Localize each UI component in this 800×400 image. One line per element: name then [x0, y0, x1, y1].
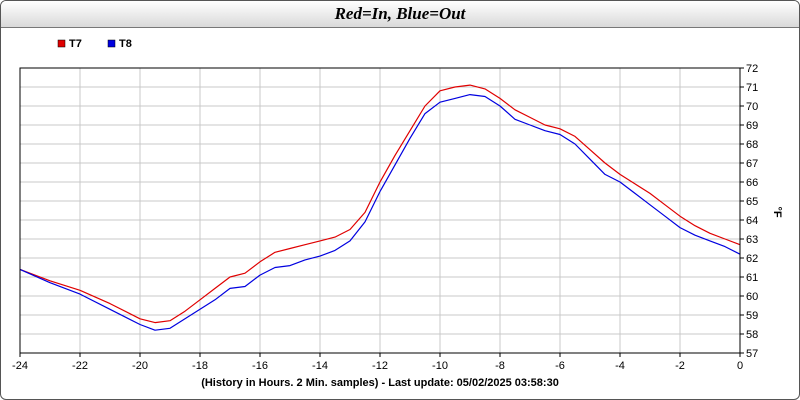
- x-tick-label: -12: [372, 360, 388, 372]
- y-tick-label: 64: [746, 215, 758, 227]
- x-tick-label: -18: [192, 360, 208, 372]
- x-tick-label: -22: [72, 360, 88, 372]
- x-tick-label: -10: [432, 360, 448, 372]
- x-axis: -24 -22 -20 -18 -16 -14 -12 -10 -8 -6 -4 -2 0: [12, 353, 743, 372]
- y-tick-label: 60: [746, 291, 758, 303]
- series-line-t7: [19, 84, 741, 324]
- y-tick-label: 70: [746, 101, 758, 113]
- y-tick-label: 61: [746, 272, 758, 284]
- legend-item-t8: T8: [107, 38, 132, 50]
- y-tick-label: 66: [746, 177, 758, 189]
- series-layer: [19, 84, 741, 331]
- y-tick-label: 59: [746, 310, 758, 322]
- y-tick-label: 67: [746, 158, 758, 170]
- x-tick-label: -8: [495, 360, 505, 372]
- x-axis-label: (History in Hours. 2 Min. samples) - Las…: [201, 377, 559, 389]
- y-tick-label: 58: [746, 329, 758, 341]
- title-bar: Red=In, Blue=Out: [1, 1, 799, 28]
- x-tick-label: -16: [252, 360, 268, 372]
- y-tick-label: 68: [746, 139, 758, 151]
- chart-title: Red=In, Blue=Out: [334, 4, 466, 23]
- x-tick-label: -14: [312, 360, 328, 372]
- y-tick-label: 57: [746, 348, 758, 360]
- legend-label: T7: [69, 38, 82, 50]
- y-tick-label: 62: [746, 253, 758, 265]
- y-tick-label: 71: [746, 82, 758, 94]
- y-axis: 57 58 59 60 61 62 63 64 65 66 67 68 69 70 71 72: [740, 63, 758, 360]
- x-tick-label: -2: [675, 360, 685, 372]
- legend-label: T8: [119, 38, 132, 50]
- y-tick-label: 72: [746, 63, 758, 75]
- x-tick-label: 0: [737, 360, 743, 372]
- x-tick-label: -24: [12, 360, 28, 372]
- legend: T7 T8: [57, 38, 132, 50]
- x-tick-label: -4: [615, 360, 625, 372]
- legend-item-t7: T7: [57, 38, 82, 50]
- x-tick-label: -20: [132, 360, 148, 372]
- x-tick-label: -6: [555, 360, 565, 372]
- y-tick-label: 69: [746, 120, 758, 132]
- legend-swatch: [57, 39, 66, 48]
- y-axis-label: °F: [771, 206, 783, 217]
- y-tick-label: 65: [746, 196, 758, 208]
- legend-swatch: [107, 39, 116, 48]
- series-line-t8: [19, 93, 741, 331]
- y-tick-label: 63: [746, 234, 758, 246]
